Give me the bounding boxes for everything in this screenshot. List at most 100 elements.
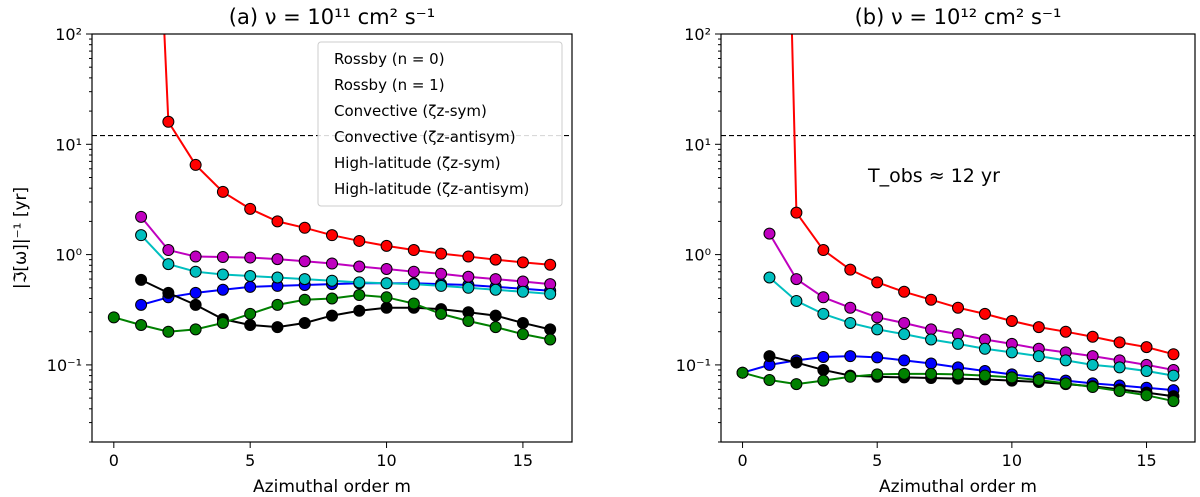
series-line <box>790 34 1174 356</box>
data-point <box>1032 350 1045 363</box>
data-point <box>1167 395 1180 408</box>
data-point <box>817 350 830 363</box>
data-point <box>1086 358 1099 371</box>
data-point <box>244 251 257 264</box>
data-point <box>189 286 202 299</box>
data-point <box>790 356 803 369</box>
data-point <box>1113 361 1126 374</box>
data-point <box>162 325 175 338</box>
data-point <box>298 293 311 306</box>
data-point <box>1140 365 1153 378</box>
data-point <box>380 291 393 304</box>
data-point <box>162 258 175 271</box>
data-point <box>844 370 857 383</box>
data-point <box>1059 377 1072 390</box>
y-tick-label: 10¹ <box>684 135 711 154</box>
y-tick-label: 10⁻¹ <box>676 356 711 375</box>
x-tick-label: 10 <box>1002 451 1022 470</box>
data-point <box>135 298 148 311</box>
data-point <box>516 316 529 329</box>
series-rossby-n-0- <box>790 34 1180 361</box>
series-high-latitude-z-antisym- <box>763 271 1180 382</box>
y-tick-label: 10⁰ <box>684 246 711 265</box>
data-point <box>817 363 830 376</box>
data-point <box>817 291 830 304</box>
series-line <box>163 34 551 266</box>
data-point <box>435 247 448 260</box>
data-point <box>1140 389 1153 402</box>
data-point <box>871 276 884 289</box>
data-point <box>925 323 938 336</box>
data-point <box>162 244 175 257</box>
data-point <box>544 287 557 300</box>
data-point <box>244 280 257 293</box>
data-point <box>189 158 202 171</box>
x-axis-label: Azimuthal order m <box>879 477 1037 497</box>
data-point <box>516 328 529 341</box>
panel-a: (a) ν = 10¹¹ cm² s⁻¹ 0 5 10 15 10⁻¹ 10⁰ 10¹ 10² A… <box>11 5 573 497</box>
legend-entry: Rossby (n = 1) <box>334 76 445 94</box>
x-tick-label: 15 <box>513 451 533 470</box>
series-rossby-n-0- <box>162 34 557 271</box>
data-point <box>189 250 202 263</box>
data-point <box>925 333 938 346</box>
data-point <box>790 206 803 219</box>
legend-entry: Rossby (n = 0) <box>334 50 445 68</box>
data-point <box>216 268 229 281</box>
data-point <box>925 357 938 370</box>
data-point <box>489 321 502 334</box>
series-line <box>140 234 551 295</box>
data-point <box>162 115 175 128</box>
data-point <box>353 289 366 302</box>
series-line <box>140 282 551 306</box>
series-convective-z-antisym- <box>736 366 1180 408</box>
data-point <box>925 367 938 380</box>
legend-box <box>317 41 563 207</box>
data-point <box>871 351 884 364</box>
data-point <box>298 255 311 268</box>
series-line <box>769 355 1174 398</box>
data-point <box>271 253 284 266</box>
data-point <box>790 273 803 286</box>
data-point <box>380 263 393 276</box>
legend-entry: Convective (ζz-antisym) <box>334 128 516 146</box>
x-tick-label: 10 <box>376 451 396 470</box>
data-point <box>817 307 830 320</box>
data-point <box>763 373 776 386</box>
y-tick-label: 10² <box>684 25 711 44</box>
data-point <box>1086 330 1099 343</box>
axes-frame <box>91 33 573 443</box>
data-point <box>435 279 448 292</box>
data-point <box>763 227 776 240</box>
series-line <box>768 233 1174 371</box>
data-point <box>489 283 502 296</box>
data-point <box>763 350 776 363</box>
series-high-latitude-z-sym- <box>135 210 557 291</box>
data-point <box>162 286 175 299</box>
observation-annotation: T_obs ≈ 12 yr <box>867 165 1000 187</box>
data-point <box>1167 369 1180 382</box>
data-point <box>817 244 830 257</box>
data-point <box>326 257 338 270</box>
data-point <box>952 368 964 381</box>
data-point <box>107 311 120 324</box>
data-point <box>407 244 420 257</box>
data-point <box>871 368 884 381</box>
data-point <box>1032 321 1045 334</box>
x-tick-label: 0 <box>737 451 747 470</box>
data-point <box>189 323 202 336</box>
panel-b: (b) ν = 10¹² cm² s⁻¹ 0 5 10 15 10⁻¹ 10⁰ 10¹ 10² A… <box>676 5 1196 497</box>
data-point <box>380 301 393 314</box>
data-point <box>978 369 991 382</box>
data-point <box>380 277 393 290</box>
data-point <box>271 215 284 228</box>
data-point <box>1005 346 1018 359</box>
series-convective-z-sym- <box>135 273 557 336</box>
data-point <box>216 283 229 296</box>
y-tick-label: 10⁰ <box>55 246 82 265</box>
data-point <box>978 307 991 320</box>
data-point <box>462 315 475 328</box>
data-point <box>435 267 448 280</box>
x-tick-label: 5 <box>245 451 255 470</box>
